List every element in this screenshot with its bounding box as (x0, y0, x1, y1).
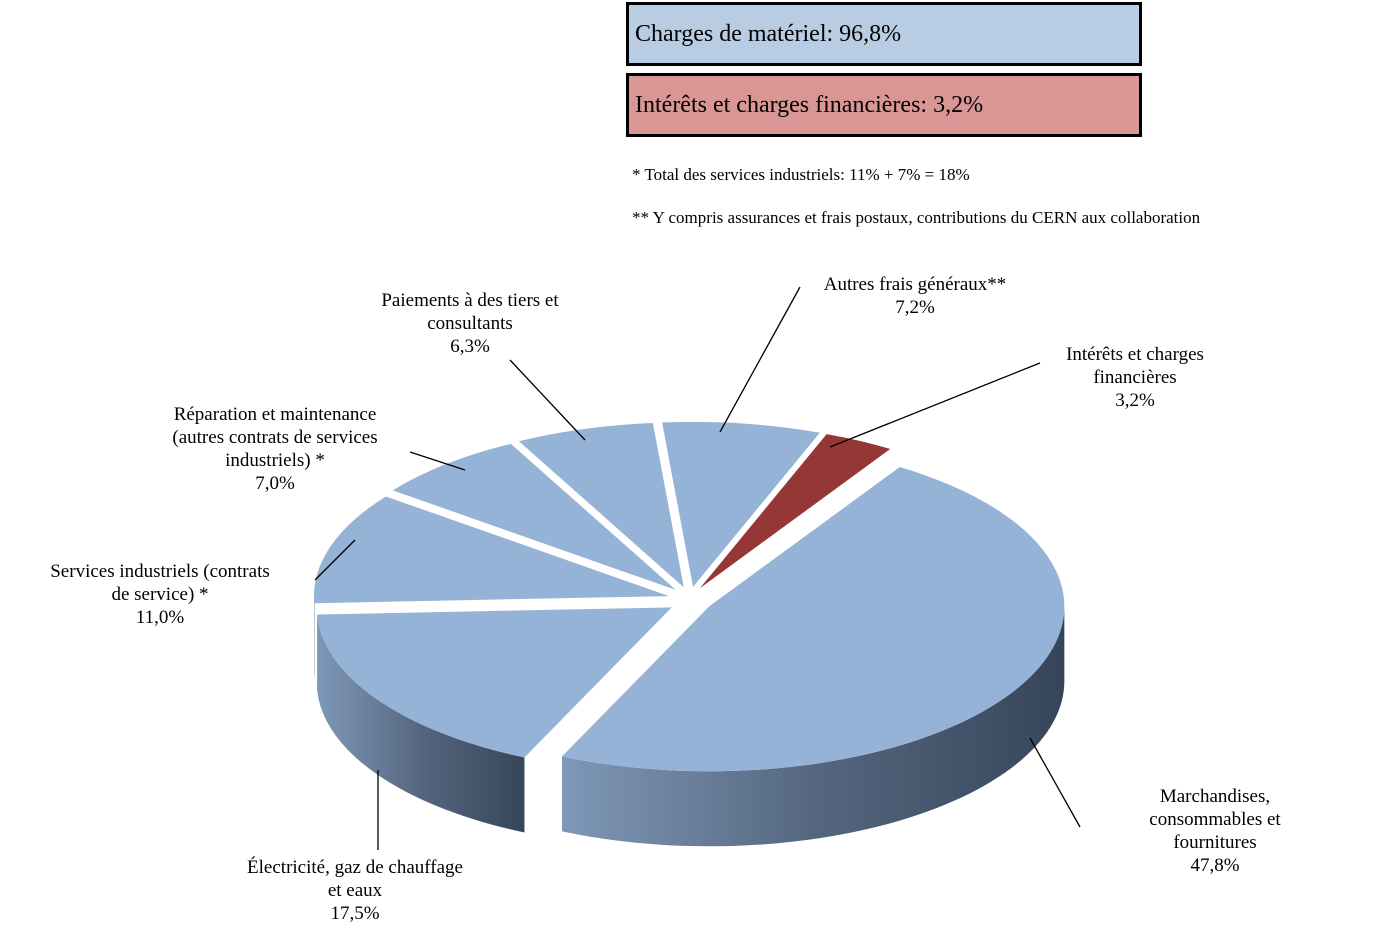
slice (317, 607, 672, 758)
slice (562, 467, 1065, 772)
slice-label-value: 47,8% (1190, 855, 1240, 876)
slice-side (317, 614, 525, 833)
slice-label: Intérêts et charges financières 3,2% (1066, 343, 1204, 412)
slice-label-value: 3,2% (1115, 390, 1155, 411)
footnote: ** Y compris assurances et frais postaux… (632, 208, 1201, 227)
slice-label: Autres frais généraux** 7,2% (824, 273, 1007, 319)
slice-label: Paiements à des tiers et consultants 6,3% (381, 289, 558, 358)
summary-box: Charges de matériel: 96,8% (626, 2, 1142, 66)
slice-label: Électricité, gaz de chauffage et eaux 17,… (247, 856, 463, 925)
slice-label-name: Paiements à des tiers et consultants (381, 290, 559, 334)
slice-label-value: 11,0% (135, 607, 185, 628)
slice (662, 421, 820, 587)
slice-label-value: 6,3% (450, 336, 490, 357)
slice-label-name: Intérêts et charges financières (1066, 344, 1204, 388)
slice-label-name: Électricité, gaz de chauffage et eaux (247, 857, 463, 901)
slice-label: Services industriels (contrats de servic… (50, 560, 270, 629)
leader-line (719, 286, 801, 433)
slice (518, 422, 684, 588)
summary-box: Intérêts et charges financières: 3,2% (626, 73, 1142, 137)
slice-label-value: 7,0% (255, 473, 295, 494)
leader-line (314, 539, 356, 581)
leader-line (409, 451, 466, 471)
slice-label: Réparation et maintenance (autres contra… (172, 403, 377, 495)
slice-label-name: Marchandises, consommables et fourniture… (1149, 786, 1281, 853)
slice-label-name: Réparation et maintenance (autres contra… (172, 404, 378, 471)
footnote: * Total des services industriels: 11% + … (632, 165, 970, 184)
leader-line (509, 359, 586, 441)
slice-side (562, 606, 1065, 847)
slice (313, 496, 669, 604)
slice-label: Marchandises, consommables et fourniture… (1133, 785, 1297, 877)
leader-line (829, 362, 1041, 448)
slice-label-name: Autres frais généraux** (823, 274, 1007, 295)
slice (699, 434, 891, 589)
slice-label-name: Services industriels (contrats de servic… (50, 561, 270, 605)
slice (392, 443, 676, 590)
slice-label-value: 17,5% (330, 903, 380, 924)
slice-sides (313, 596, 1065, 847)
slice-tops (313, 421, 1065, 772)
slice-label-value: 7,2% (895, 297, 935, 318)
leader-line (1029, 737, 1081, 828)
